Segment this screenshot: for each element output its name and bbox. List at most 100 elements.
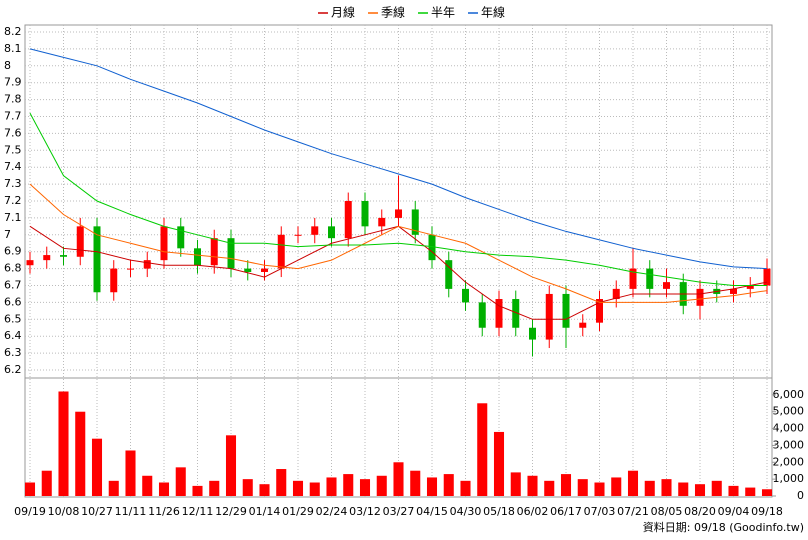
y-tick-label: 6.3 bbox=[4, 346, 22, 359]
volume-bar bbox=[694, 484, 706, 496]
y-tick-label: 7.4 bbox=[4, 160, 22, 173]
candle-body bbox=[127, 268, 134, 270]
volume-bar bbox=[259, 484, 270, 496]
volume-bar bbox=[560, 474, 572, 496]
x-tick-label: 06/02 bbox=[517, 505, 549, 518]
candle-body bbox=[495, 299, 503, 328]
y-tick-label: 7 bbox=[4, 228, 11, 241]
volume-bar bbox=[644, 480, 655, 496]
volume-tick-label: 6,000 bbox=[773, 388, 805, 401]
x-tick-label: 04/15 bbox=[416, 505, 448, 518]
volume-bar bbox=[544, 480, 555, 496]
y-tick-label: 7.2 bbox=[4, 194, 22, 207]
y-tick-label: 7.7 bbox=[4, 110, 22, 123]
candle-body bbox=[562, 293, 570, 328]
candle-body bbox=[60, 255, 67, 257]
volume-bar bbox=[661, 479, 672, 496]
candle-body bbox=[646, 268, 654, 289]
volume-bar bbox=[175, 467, 186, 496]
volume-bar bbox=[58, 391, 69, 496]
volume-bar bbox=[678, 482, 689, 496]
legend-label: 月線 bbox=[331, 5, 355, 20]
ma-line bbox=[29, 183, 768, 303]
volume-bar bbox=[745, 487, 756, 496]
footnote: 資料日期: 09/18 (Goodinfo.tw) bbox=[643, 520, 804, 534]
candle-body bbox=[26, 260, 34, 266]
candle-body bbox=[244, 268, 252, 272]
candle-body bbox=[612, 288, 620, 300]
x-tick-label: 07/03 bbox=[584, 505, 616, 518]
candle-body bbox=[93, 226, 101, 293]
volume-bar bbox=[577, 479, 588, 496]
y-tick-label: 7.5 bbox=[4, 143, 22, 156]
x-tick-label: 09/04 bbox=[718, 505, 750, 518]
y-tick-label: 7.3 bbox=[4, 177, 22, 190]
candle-body bbox=[663, 282, 670, 289]
volume-bar bbox=[460, 480, 471, 496]
legend-label: 半年 bbox=[431, 6, 455, 20]
volume-bar bbox=[443, 474, 454, 496]
y-tick-label: 7.8 bbox=[4, 93, 22, 106]
candle-body bbox=[579, 322, 587, 328]
candle-body bbox=[629, 268, 637, 289]
x-tick-label: 10/27 bbox=[81, 505, 113, 518]
candle-body bbox=[478, 302, 486, 328]
candle-body bbox=[160, 226, 168, 261]
volume-bar bbox=[426, 477, 438, 496]
volume-bar bbox=[41, 470, 52, 496]
volume-bar bbox=[376, 475, 387, 496]
x-tick-label: 09/19 bbox=[14, 505, 46, 518]
x-tick-label: 03/12 bbox=[349, 505, 381, 518]
volume-bar bbox=[343, 474, 354, 496]
volume-bar bbox=[477, 403, 488, 496]
candle-body bbox=[746, 285, 754, 289]
volume-bar bbox=[728, 485, 739, 496]
y-tick-label: 6.2 bbox=[4, 363, 22, 376]
x-tick-label: 03/27 bbox=[383, 505, 415, 518]
volume-bar bbox=[309, 482, 320, 496]
volume-tick-label: 2,000 bbox=[773, 455, 805, 468]
candle-body bbox=[143, 260, 151, 269]
x-tick-label: 04/30 bbox=[450, 505, 482, 518]
volume-bar bbox=[292, 480, 304, 496]
candle-body bbox=[763, 268, 771, 286]
x-tick-label: 07/21 bbox=[617, 505, 649, 518]
volume-bar bbox=[326, 477, 337, 496]
candle-body bbox=[378, 217, 386, 227]
volume-bar bbox=[276, 469, 287, 496]
legend-label: 年線 bbox=[481, 5, 505, 20]
volume-bar bbox=[192, 485, 203, 496]
candle-body bbox=[730, 288, 737, 294]
y-tick-label: 7.6 bbox=[4, 126, 22, 139]
candle-body bbox=[177, 226, 185, 249]
volume-bar bbox=[158, 482, 170, 496]
candle-body bbox=[43, 255, 51, 261]
candle-body bbox=[445, 260, 453, 289]
candle-body bbox=[210, 238, 218, 266]
candle-body bbox=[512, 299, 520, 328]
volume-bar bbox=[242, 479, 253, 496]
y-tick-label: 7.1 bbox=[4, 211, 22, 224]
volume-bar bbox=[510, 472, 521, 496]
volume-bar bbox=[225, 435, 237, 496]
volume-bar bbox=[611, 477, 622, 496]
x-tick-label: 12/29 bbox=[215, 505, 247, 518]
candle-body bbox=[428, 234, 436, 261]
candle-body bbox=[596, 299, 603, 323]
volume-bar bbox=[393, 462, 404, 496]
candle-body bbox=[311, 226, 319, 235]
y-tick-label: 6.4 bbox=[4, 329, 22, 342]
y-tick-label: 8.2 bbox=[4, 25, 22, 38]
volume-bar bbox=[91, 438, 103, 496]
legend-label: 季線 bbox=[381, 5, 405, 20]
y-tick-label: 6.9 bbox=[4, 245, 22, 258]
volume-tick-label: 4,000 bbox=[773, 422, 805, 435]
x-tick-label: 11/26 bbox=[148, 505, 180, 518]
volume-tick-label: 0 bbox=[797, 489, 804, 502]
y-tick-label: 6.7 bbox=[4, 279, 22, 292]
y-tick-label: 6.5 bbox=[4, 312, 22, 325]
y-tick-label: 6.6 bbox=[4, 295, 22, 308]
volume-tick-label: 1,000 bbox=[773, 472, 805, 485]
candle-body bbox=[361, 201, 369, 227]
volume-bar bbox=[108, 480, 119, 496]
